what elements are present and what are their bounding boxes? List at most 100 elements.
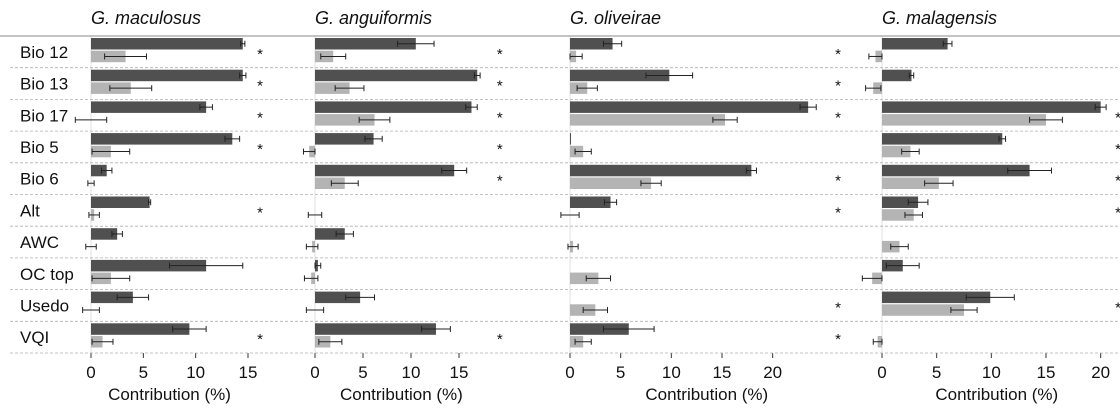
x-tick-label: 10 (662, 363, 681, 382)
significance-star: * (835, 299, 841, 316)
bar-light (570, 304, 596, 316)
x-tick-label: 0 (310, 363, 319, 382)
x-tick-label: 15 (713, 363, 732, 382)
significance-star: * (257, 109, 263, 126)
x-tick-label: 20 (1091, 363, 1110, 382)
category-label: Usedo (20, 296, 69, 315)
category-label: Alt (20, 201, 40, 220)
bar-dark (91, 196, 150, 208)
bar-dark (570, 196, 611, 208)
panel-3: G. oliveirae * * * * * * * 0 5 10 15 20 Contribution … (560, 8, 841, 404)
bar-dark (570, 69, 670, 82)
x-tick-label: 15 (239, 363, 258, 382)
bar-dark (91, 38, 243, 50)
x-tick-label: 5 (932, 363, 941, 382)
significance-star: * (497, 331, 503, 348)
bar-dark (91, 323, 190, 335)
bar-dark (315, 164, 455, 177)
x-axis-label: Contribution (%) (935, 385, 1058, 404)
bar-dark (91, 259, 207, 272)
significance-star: * (497, 141, 503, 158)
bar-light (315, 82, 350, 94)
x-axis-label: Contribution (%) (340, 385, 463, 404)
bar-dark (570, 133, 572, 145)
x-tick-label: 0 (565, 363, 574, 382)
bar-dark (882, 291, 991, 304)
bar-dark (91, 164, 107, 177)
category-label: Bio 12 (20, 43, 68, 62)
category-label: Bio 6 (20, 170, 59, 189)
bar-dark (91, 69, 243, 82)
significance-star: * (497, 78, 503, 95)
x-tick-label: 10 (982, 363, 1001, 382)
category-label: VQI (20, 328, 49, 347)
significance-star: * (257, 331, 263, 348)
significance-star: * (1115, 204, 1120, 221)
bar-dark (315, 228, 345, 240)
bar-light (882, 304, 964, 316)
bar-dark (91, 101, 207, 113)
bar-light (882, 209, 914, 221)
bar-dark (315, 101, 472, 113)
bar-dark (882, 69, 912, 82)
significance-star: * (835, 46, 841, 63)
x-tick-label: 5 (616, 363, 625, 382)
category-label: OC top (20, 265, 74, 284)
x-tick-label: 0 (86, 363, 95, 382)
panel-4: G. malagensis * * * * * 0 5 10 15 20 Contribution (… (861, 8, 1120, 404)
chart-panels: G. maculosus * * * * * * 0 5 10 15 Contribution (%)… (74, 8, 1120, 404)
bar-light (315, 114, 375, 126)
x-tick-label: 15 (1037, 363, 1056, 382)
significance-star: * (257, 78, 263, 95)
bar-light (882, 177, 939, 189)
x-tick-label: 20 (763, 363, 782, 382)
x-tick-label: 15 (450, 363, 469, 382)
significance-star: * (257, 46, 263, 63)
bar-dark (91, 291, 133, 304)
category-label: Bio 17 (20, 106, 68, 125)
bar-dark (882, 133, 1003, 145)
panel-title: G. maculosus (91, 8, 201, 28)
significance-star: * (1115, 299, 1120, 316)
bar-light (570, 177, 652, 189)
significance-star: * (835, 204, 841, 221)
bar-dark (315, 323, 436, 335)
bar-dark (91, 133, 233, 145)
significance-star: * (835, 331, 841, 348)
bar-light (315, 177, 345, 189)
category-label: Bio 13 (20, 75, 68, 94)
significance-star: * (497, 46, 503, 63)
category-label: AWC (20, 233, 59, 252)
bar-dark (91, 228, 118, 240)
significance-star: * (497, 109, 503, 126)
significance-star: * (1115, 141, 1120, 158)
bar-dark (570, 38, 613, 50)
significance-star: * (835, 173, 841, 190)
significance-star: * (257, 204, 263, 221)
significance-star: * (257, 141, 263, 158)
bar-dark (570, 323, 629, 335)
panel-title: G. anguiformis (315, 8, 432, 28)
x-axis-label: Contribution (%) (645, 385, 768, 404)
bar-dark (882, 164, 1030, 177)
x-tick-label: 5 (358, 363, 367, 382)
bar-dark (882, 101, 1101, 113)
panel-1: G. maculosus * * * * * * 0 5 10 15 Contribution (%) (74, 8, 263, 404)
bar-dark (882, 196, 919, 208)
significance-star: * (1115, 109, 1120, 126)
bar-dark (570, 164, 752, 177)
category-label: Bio 5 (20, 138, 59, 157)
significance-star: * (1115, 173, 1120, 190)
x-axis-label: Contribution (%) (108, 385, 231, 404)
bar-light (570, 114, 726, 126)
bar-dark (570, 101, 809, 113)
panel-title: G. oliveirae (570, 8, 661, 28)
bar-dark (315, 291, 361, 304)
x-tick-label: 10 (186, 363, 205, 382)
panel-title: G. malagensis (882, 8, 997, 28)
bar-dark (882, 38, 948, 50)
significance-star: * (497, 173, 503, 190)
x-tick-label: 5 (139, 363, 148, 382)
significance-star: * (835, 78, 841, 95)
